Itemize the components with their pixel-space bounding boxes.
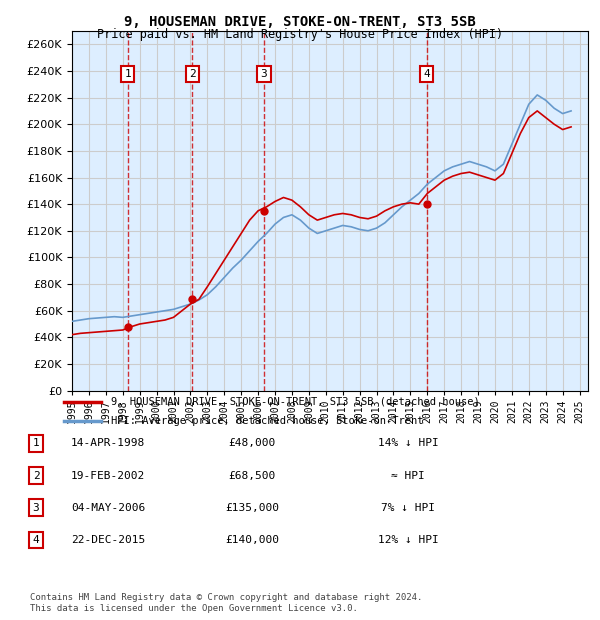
Text: Price paid vs. HM Land Registry's House Price Index (HPI): Price paid vs. HM Land Registry's House … (97, 28, 503, 41)
Text: 1: 1 (124, 69, 131, 79)
Text: 9, HOUSEMAN DRIVE, STOKE-ON-TRENT, ST3 5SB (detached house): 9, HOUSEMAN DRIVE, STOKE-ON-TRENT, ST3 5… (112, 397, 480, 407)
Text: 2: 2 (189, 69, 196, 79)
Text: £140,000: £140,000 (225, 535, 279, 545)
Text: 9, HOUSEMAN DRIVE, STOKE-ON-TRENT, ST3 5SB: 9, HOUSEMAN DRIVE, STOKE-ON-TRENT, ST3 5… (124, 16, 476, 30)
Text: £68,500: £68,500 (229, 471, 275, 480)
Text: ≈ HPI: ≈ HPI (391, 471, 425, 480)
Text: 7% ↓ HPI: 7% ↓ HPI (381, 503, 435, 513)
Text: 22-DEC-2015: 22-DEC-2015 (71, 535, 145, 545)
Text: HPI: Average price, detached house, Stoke-on-Trent: HPI: Average price, detached house, Stok… (112, 416, 424, 426)
Text: £135,000: £135,000 (225, 503, 279, 513)
Text: 2: 2 (32, 471, 40, 480)
Text: 14-APR-1998: 14-APR-1998 (71, 438, 145, 448)
Text: 3: 3 (32, 503, 40, 513)
Text: 4: 4 (32, 535, 40, 545)
Text: 4: 4 (424, 69, 430, 79)
Text: 04-MAY-2006: 04-MAY-2006 (71, 503, 145, 513)
Text: 19-FEB-2002: 19-FEB-2002 (71, 471, 145, 480)
Text: 14% ↓ HPI: 14% ↓ HPI (377, 438, 439, 448)
Text: 1: 1 (32, 438, 40, 448)
Text: Contains HM Land Registry data © Crown copyright and database right 2024.
This d: Contains HM Land Registry data © Crown c… (30, 593, 422, 613)
Text: 3: 3 (260, 69, 267, 79)
Text: 12% ↓ HPI: 12% ↓ HPI (377, 535, 439, 545)
Text: £48,000: £48,000 (229, 438, 275, 448)
